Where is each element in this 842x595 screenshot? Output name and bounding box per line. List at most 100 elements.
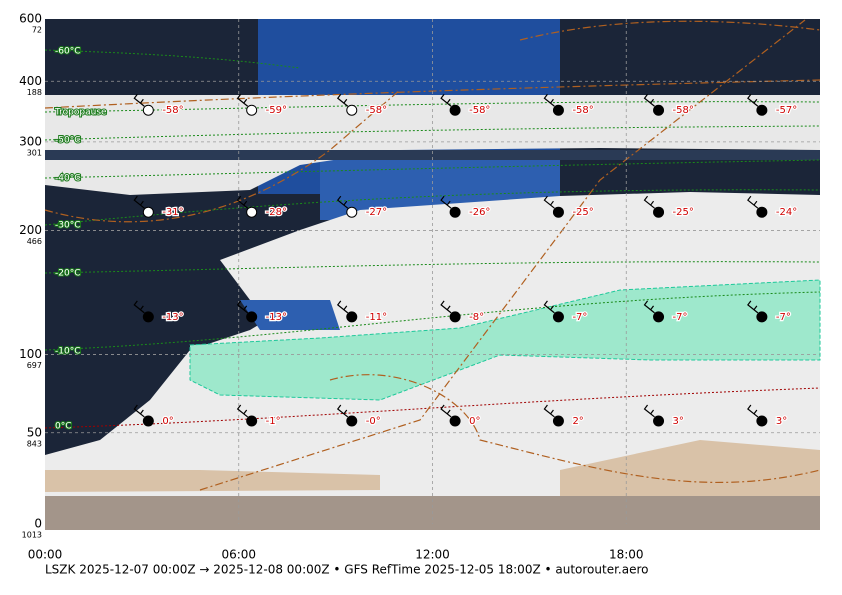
- wind-barb: [336, 195, 349, 209]
- y-pressure-label: 466: [27, 237, 42, 246]
- wind-barb: [747, 300, 759, 314]
- y-tick-label: 600: [19, 12, 42, 26]
- wind-barb: [440, 195, 452, 209]
- cloud-cover-symbol: [756, 415, 768, 427]
- cloud-cover-symbol: [449, 104, 461, 116]
- temperature-label: -58°: [162, 105, 183, 116]
- x-tick-label: 00:00: [28, 548, 63, 562]
- wind-barb: [336, 404, 349, 418]
- wind-barb: [543, 195, 555, 209]
- temperature-label: -7°: [776, 312, 791, 323]
- cloud-cover-symbol: [246, 206, 258, 218]
- wind-barb: [543, 93, 555, 107]
- wind-barb: [236, 93, 249, 107]
- cloud-cover-symbol: [246, 311, 258, 323]
- y-pressure-label: 188: [27, 88, 42, 97]
- temperature-label: -11°: [366, 312, 387, 323]
- cloud-cover-symbol: [653, 206, 665, 218]
- wind-barb: [133, 195, 145, 209]
- wind-barb: [747, 195, 759, 209]
- temperature-label: -28°: [266, 207, 287, 218]
- y-pressure-label: 1013: [22, 531, 42, 540]
- isotherm-label: 0°C: [55, 422, 72, 432]
- temperature-label: 0°: [469, 416, 480, 427]
- footer: LSZK 2025-12-07 00:00Z → 2025-12-08 00:0…: [45, 563, 649, 577]
- cloud-cover-symbol: [552, 415, 564, 427]
- cloud-cover-symbol: [346, 415, 358, 427]
- wind-barb: [643, 300, 655, 314]
- y-pressure-label: 697: [27, 361, 42, 370]
- temperature-label: -58°: [673, 105, 694, 116]
- temperature-label: 0°: [162, 416, 173, 427]
- wind-barb: [440, 93, 452, 107]
- cloud-cover-symbol: [756, 104, 768, 116]
- x-tick-label: 12:00: [415, 548, 450, 562]
- isotherm-label: -10°C: [55, 347, 80, 357]
- temperature-label: 3°: [673, 416, 684, 427]
- cloud-cover-symbol: [756, 311, 768, 323]
- y-tick-label: 50: [27, 425, 42, 439]
- wind-barb: [236, 404, 249, 418]
- y-pressure-label: 843: [27, 439, 42, 448]
- temperature-label: -27°: [366, 207, 387, 218]
- isotherm-label: -40°C: [55, 174, 80, 184]
- wind-barb: [643, 404, 655, 418]
- cloud-cover-symbol: [756, 206, 768, 218]
- wind-barb: [643, 195, 655, 209]
- wind-barb: [543, 404, 555, 418]
- temperature-label: 2°: [572, 416, 583, 427]
- cloud-cover-symbol: [552, 206, 564, 218]
- temperature-label: -24°: [776, 207, 797, 218]
- cloud-cover-symbol: [449, 206, 461, 218]
- y-tick-label: 0: [34, 517, 42, 531]
- temperature-label: -8°: [469, 312, 484, 323]
- wind-barb: [133, 300, 145, 314]
- y-tick-label: 200: [19, 223, 42, 237]
- temperature-label: -25°: [673, 207, 694, 218]
- temperature-label: 3°: [776, 416, 787, 427]
- cloud-cover-symbol: [346, 311, 358, 323]
- cloud-cover-symbol: [142, 104, 154, 116]
- wind-barb: [543, 300, 555, 314]
- wind-barb: [133, 404, 145, 418]
- wind-barb: [336, 300, 349, 314]
- wind-barb: [747, 93, 759, 107]
- wind-barb: [236, 300, 249, 314]
- temperature-label: -31°: [162, 207, 183, 218]
- isotherm-label: -50°C: [55, 136, 80, 146]
- temperature-label: -58°: [469, 105, 490, 116]
- y-tick-label: 100: [19, 347, 42, 361]
- cloud-cover-symbol: [449, 415, 461, 427]
- wind-barb: [747, 404, 759, 418]
- temperature-label: -26°: [469, 207, 490, 218]
- wind-barb: [643, 93, 655, 107]
- cloud-cover-symbol: [346, 104, 358, 116]
- cloud-cover-symbol: [142, 311, 154, 323]
- isotherm-label: Tropopause: [54, 108, 107, 118]
- temperature-label: -57°: [776, 105, 797, 116]
- cloud-cover-symbol: [552, 104, 564, 116]
- temperature-label: -7°: [572, 312, 587, 323]
- temperature-label: -7°: [673, 312, 688, 323]
- cloud-cover-symbol: [142, 206, 154, 218]
- cloud-cover-symbol: [142, 415, 154, 427]
- temperature-label: -59°: [266, 105, 287, 116]
- cloud-cover-symbol: [449, 311, 461, 323]
- cloud-cover-symbol: [653, 415, 665, 427]
- x-tick-label: 06:00: [221, 548, 256, 562]
- y-tick-label: 300: [19, 134, 42, 148]
- cloud-cover-symbol: [246, 104, 258, 116]
- cloud-cover-symbol: [346, 206, 358, 218]
- y-pressure-label: 72: [32, 26, 42, 35]
- temperature-label: -25°: [572, 207, 593, 218]
- x-tick-label: 18:00: [609, 548, 644, 562]
- temperature-label: -1°: [266, 416, 281, 427]
- wind-barb: [133, 93, 145, 107]
- cloud-cover-symbol: [653, 104, 665, 116]
- wind-barb: [440, 404, 452, 418]
- temperature-label: -13°: [266, 312, 287, 323]
- wind-barb: [336, 93, 349, 107]
- cloud-cover-symbol: [552, 311, 564, 323]
- temperature-label: -0°: [366, 416, 381, 427]
